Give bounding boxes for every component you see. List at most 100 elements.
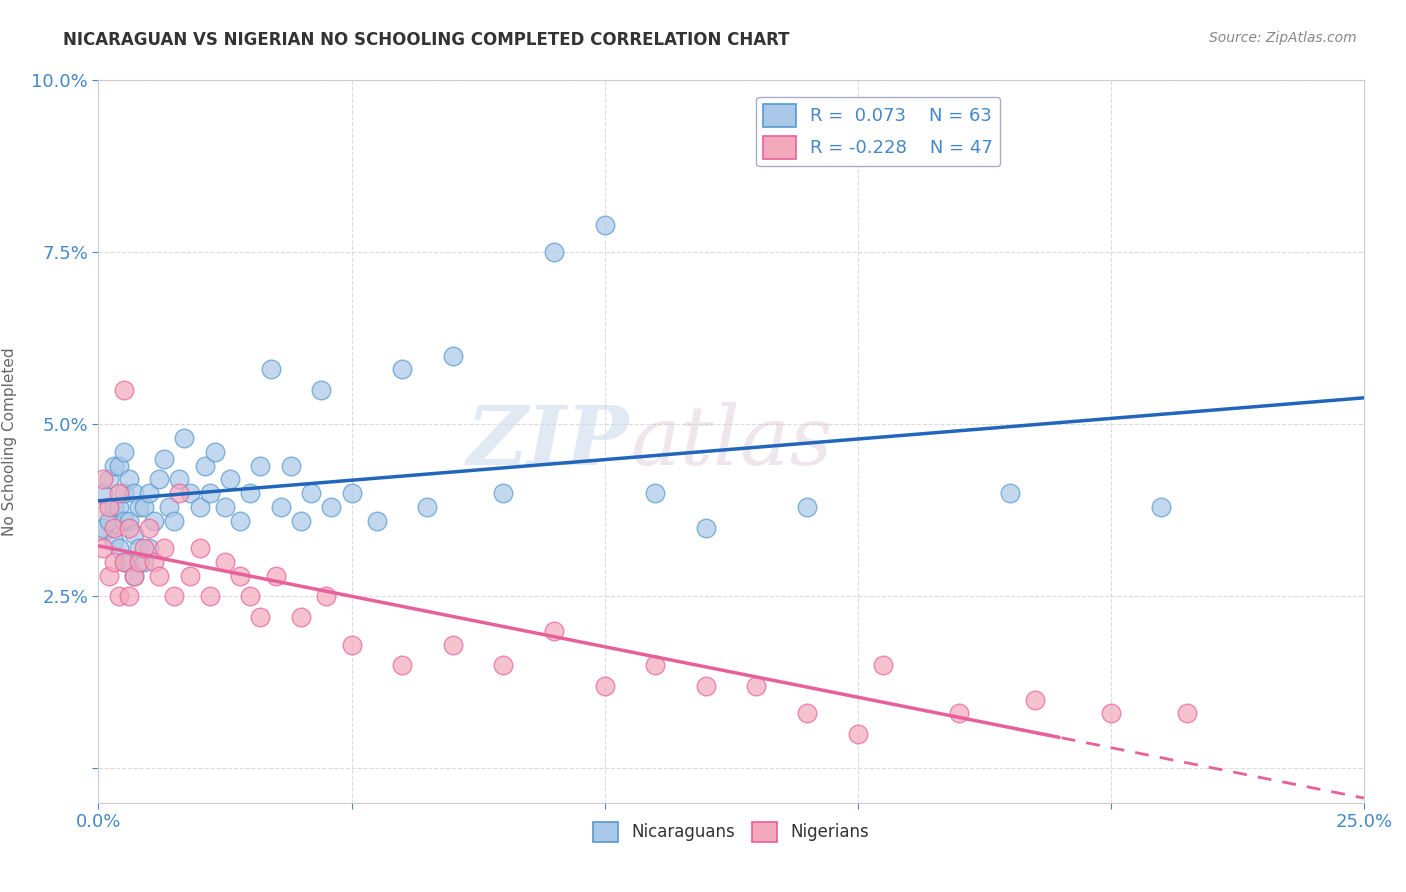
Text: Source: ZipAtlas.com: Source: ZipAtlas.com (1209, 31, 1357, 45)
Point (998, 486, 1021, 500)
Point (118, 555, 141, 569)
Point (107, 486, 129, 500)
Point (229, 568, 252, 582)
Point (214, 500, 236, 514)
Point (315, 590, 337, 604)
Point (644, 658, 666, 673)
Point (122, 486, 145, 500)
Point (93, 486, 115, 500)
Point (93, 514, 115, 528)
Point (132, 541, 155, 556)
Point (112, 445, 135, 459)
Point (198, 590, 221, 604)
Point (249, 458, 271, 473)
Point (132, 555, 155, 569)
Legend: Nicaraguans, Nigerians: Nicaraguans, Nigerians (586, 815, 876, 848)
Point (593, 679, 616, 693)
Point (97, 568, 120, 582)
Point (103, 534, 125, 549)
Point (112, 555, 135, 569)
Point (214, 555, 236, 569)
Point (543, 245, 565, 260)
Point (107, 458, 129, 473)
Point (163, 590, 186, 604)
Point (103, 520, 125, 534)
Point (366, 514, 388, 528)
Point (148, 472, 170, 486)
Point (492, 658, 515, 673)
Point (239, 486, 262, 500)
Point (872, 658, 894, 673)
Point (179, 568, 201, 582)
Point (138, 520, 160, 534)
Point (122, 568, 145, 582)
Point (179, 486, 201, 500)
Point (128, 500, 150, 514)
Point (169, 472, 191, 486)
Point (188, 500, 211, 514)
Point (107, 590, 129, 604)
Point (194, 458, 217, 473)
Point (93, 520, 115, 534)
Point (148, 568, 170, 582)
Point (132, 500, 155, 514)
Point (796, 500, 818, 514)
Point (112, 486, 135, 500)
Point (112, 555, 135, 569)
Point (122, 527, 145, 541)
Point (1099, 706, 1122, 721)
Point (644, 486, 666, 500)
Point (112, 383, 135, 397)
Point (118, 472, 141, 486)
Point (796, 706, 818, 721)
Point (229, 514, 252, 528)
Point (948, 706, 970, 721)
Point (118, 590, 141, 604)
Point (340, 638, 363, 652)
Point (391, 658, 413, 673)
Point (695, 520, 717, 534)
Point (299, 486, 322, 500)
Point (1175, 706, 1198, 721)
Point (543, 624, 565, 638)
Point (153, 541, 176, 556)
Point (128, 541, 150, 556)
Point (173, 431, 195, 445)
Point (143, 555, 166, 569)
Text: atlas: atlas (630, 401, 832, 482)
Point (492, 486, 515, 500)
Point (107, 500, 129, 514)
Point (259, 362, 281, 376)
Point (239, 590, 262, 604)
Point (93, 472, 115, 486)
Point (107, 541, 129, 556)
Point (143, 514, 166, 528)
Point (249, 610, 271, 624)
Point (264, 568, 287, 582)
Point (441, 638, 464, 652)
Point (280, 458, 302, 473)
Point (97, 500, 120, 514)
Point (118, 520, 141, 534)
Point (290, 610, 312, 624)
Point (169, 486, 191, 500)
Point (391, 362, 413, 376)
Point (118, 514, 141, 528)
Point (93, 541, 115, 556)
Point (593, 218, 616, 232)
Point (198, 486, 221, 500)
Point (290, 514, 312, 528)
Point (163, 514, 186, 528)
Point (219, 472, 242, 486)
Point (846, 727, 869, 741)
Text: NICARAGUAN VS NIGERIAN NO SCHOOLING COMPLETED CORRELATION CHART: NICARAGUAN VS NIGERIAN NO SCHOOLING COMP… (63, 31, 790, 49)
Point (441, 349, 464, 363)
Point (97, 472, 120, 486)
Point (122, 568, 145, 582)
Point (112, 514, 135, 528)
Point (103, 555, 125, 569)
Point (321, 500, 343, 514)
Point (103, 458, 125, 473)
Point (153, 451, 176, 466)
Point (695, 679, 717, 693)
